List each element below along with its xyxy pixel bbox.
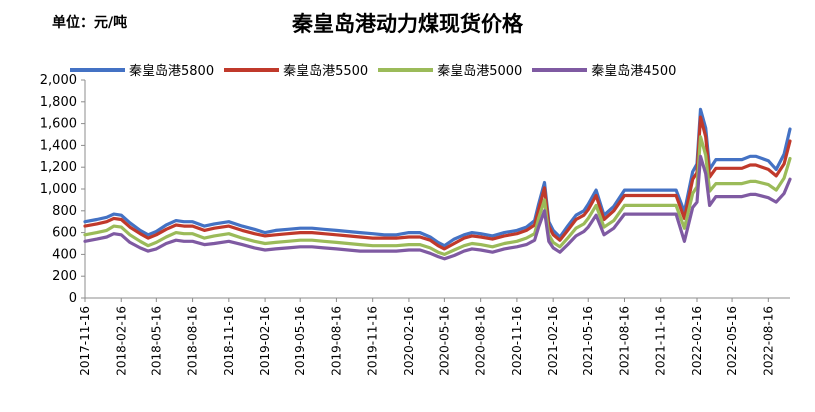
legend-swatch-5000 [378, 67, 434, 72]
x-tick-label: 2022-05-16 [725, 306, 739, 376]
x-tick-label: 2019-11-16 [366, 306, 380, 376]
y-tick-label: 1,000 [40, 182, 77, 197]
y-tick-label: 0 [69, 291, 77, 306]
y-tick-label: 200 [52, 269, 77, 284]
legend-item-5500: 秦皇岛港5500 [224, 60, 368, 79]
x-tick-label: 2018-08-16 [186, 306, 200, 376]
legend-label-4500: 秦皇岛港4500 [591, 64, 677, 79]
y-tick-label: 600 [52, 226, 77, 241]
legend-item-5000: 秦皇岛港5000 [378, 60, 522, 79]
y-tick-label: 2,000 [40, 73, 77, 88]
x-tick-label: 2022-08-16 [761, 306, 775, 376]
x-tick-label: 2020-05-16 [437, 306, 451, 376]
x-tick-label: 2018-05-16 [149, 306, 163, 376]
y-tick-label: 800 [52, 204, 77, 219]
y-tick-label: 1,600 [40, 117, 77, 132]
x-tick-label: 2022-02-16 [690, 306, 704, 376]
legend-swatch-4500 [532, 67, 588, 72]
x-tick-label: 2018-02-16 [114, 306, 128, 376]
x-tick-label: 2021-05-16 [581, 306, 595, 376]
legend-item-4500: 秦皇岛港4500 [532, 60, 676, 79]
legend: 秦皇岛港5800 秦皇岛港5500 秦皇岛港5000 秦皇岛港4500 [70, 60, 686, 79]
legend-item-5800: 秦皇岛港5800 [70, 60, 214, 79]
x-tick-label: 2020-02-16 [402, 306, 416, 376]
y-tick-label: 1,800 [40, 95, 77, 110]
unit-label: 单位：元/吨 [52, 15, 128, 31]
y-tick-label: 1,400 [40, 138, 77, 153]
x-tick-label: 2017-11-16 [78, 306, 92, 376]
legend-label-5500: 秦皇岛港5500 [283, 64, 369, 79]
x-tick-label: 2018-11-16 [222, 306, 236, 376]
legend-swatch-5800 [70, 67, 125, 72]
x-tick-label: 2021-11-16 [654, 306, 668, 376]
chart-title: 秦皇岛港动力煤现货价格 [292, 11, 523, 36]
y-tick-label: 400 [52, 247, 77, 262]
x-tick-label: 2019-08-16 [329, 306, 343, 376]
x-tick-label: 2021-08-16 [617, 306, 631, 376]
y-tick-label: 1,200 [40, 160, 77, 175]
legend-swatch-5500 [224, 67, 280, 72]
legend-label-5000: 秦皇岛港5000 [437, 64, 523, 79]
legend-label-5800: 秦皇岛港5800 [129, 64, 215, 79]
series-line-3 [83, 154, 792, 261]
x-tick-label: 2019-05-16 [293, 306, 307, 376]
x-tick-label: 2020-08-16 [474, 306, 488, 376]
x-tick-label: 2020-11-16 [510, 306, 524, 376]
x-tick-label: 2021-02-16 [546, 306, 560, 376]
x-tick-label: 2019-02-16 [258, 306, 272, 376]
